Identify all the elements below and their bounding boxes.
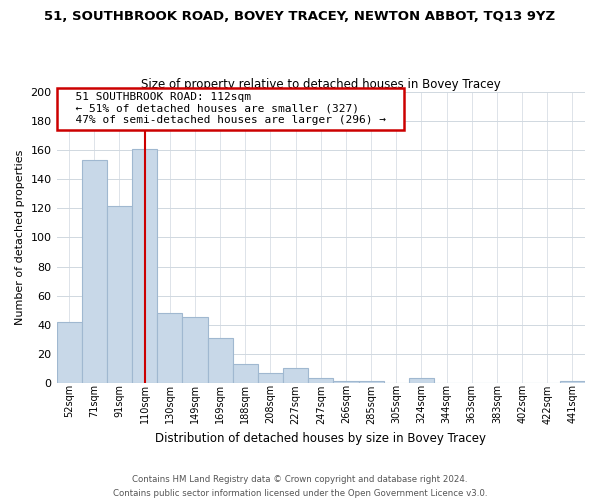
Bar [132,149,157,383]
Title: Size of property relative to detached houses in Bovey Tracey: Size of property relative to detached ho… [141,78,500,91]
Text: 51 SOUTHBROOK ROAD: 112sqm
  ← 51% of detached houses are smaller (327)
  47% of: 51 SOUTHBROOK ROAD: 112sqm ← 51% of deta… [62,92,400,126]
Y-axis label: Number of detached properties: Number of detached properties [15,150,25,325]
Bar [409,378,434,383]
Bar [560,382,585,383]
Bar [334,382,359,383]
Bar [82,160,107,383]
Bar [56,322,82,383]
Bar [233,364,258,383]
Bar [208,338,233,383]
Bar [308,378,334,383]
Bar [107,206,132,383]
Bar [157,313,182,383]
Text: 51, SOUTHBROOK ROAD, BOVEY TRACEY, NEWTON ABBOT, TQ13 9YZ: 51, SOUTHBROOK ROAD, BOVEY TRACEY, NEWTO… [44,10,556,23]
Text: Contains HM Land Registry data © Crown copyright and database right 2024.
Contai: Contains HM Land Registry data © Crown c… [113,476,487,498]
Bar [182,318,208,383]
X-axis label: Distribution of detached houses by size in Bovey Tracey: Distribution of detached houses by size … [155,432,486,445]
Bar [359,382,383,383]
Bar [258,372,283,383]
Bar [283,368,308,383]
